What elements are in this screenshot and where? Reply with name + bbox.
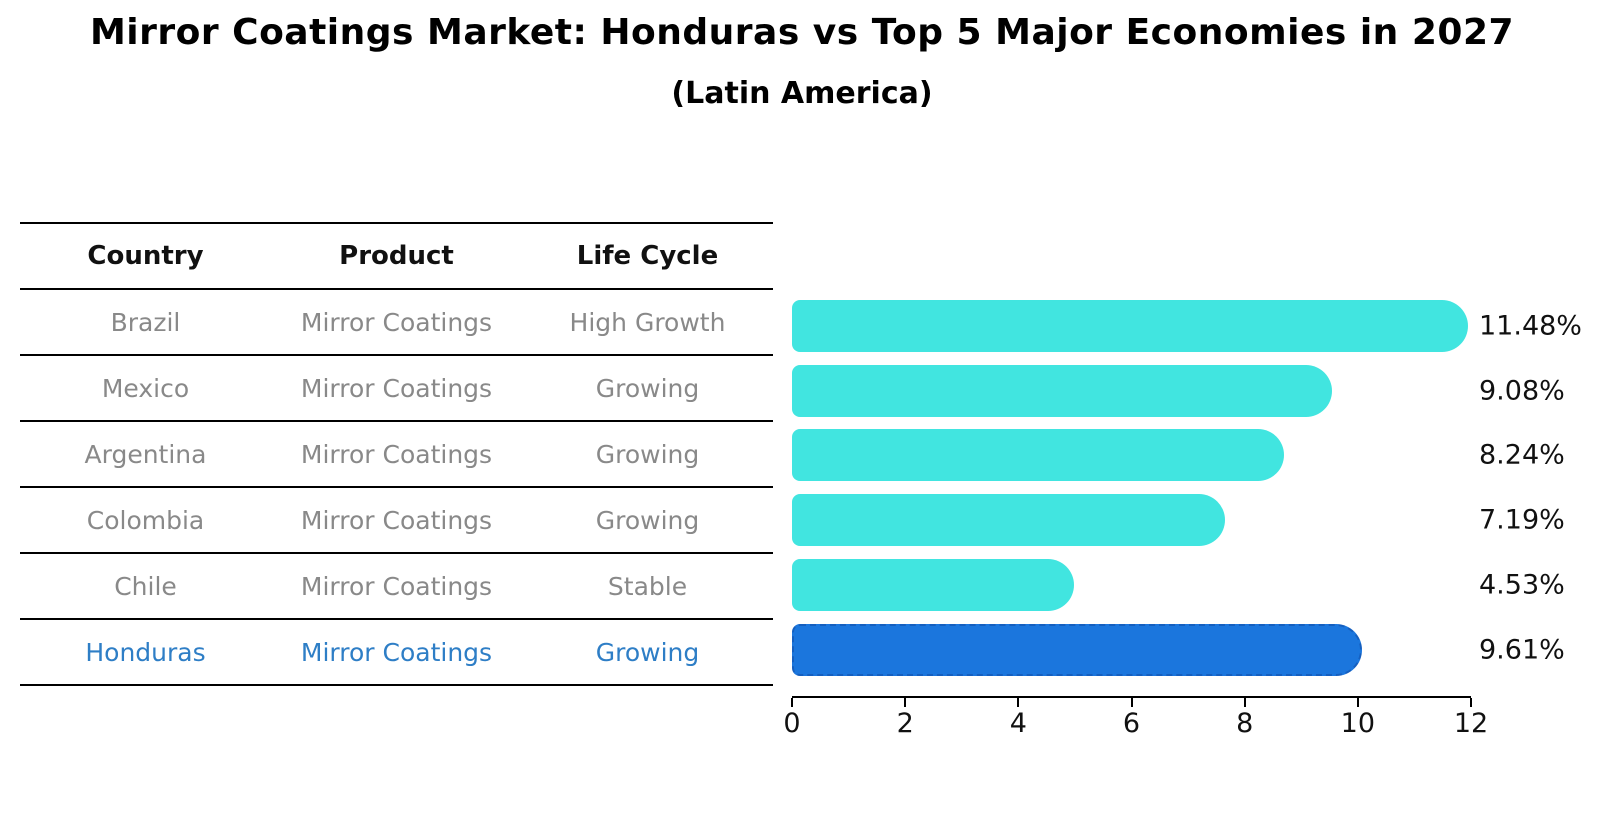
bar-value-label-argentina: 8.24% <box>1479 439 1565 471</box>
x-tick-mark-0 <box>791 698 793 707</box>
x-tick-mark-4 <box>1017 698 1020 707</box>
chart-subtitle: (Latin America) <box>671 76 933 111</box>
bar-value-label-honduras: 9.61% <box>1479 634 1565 665</box>
x-tick-label-10: 10 <box>1340 708 1375 739</box>
bar-colombia <box>792 494 1225 547</box>
table-row-colombia: Colombia Mirror Coatings Growing <box>20 488 773 554</box>
chart-title: Mirror Coatings Market: Honduras vs Top … <box>89 12 1515 53</box>
x-tick-label-0: 0 <box>783 708 801 739</box>
table-header-life-cycle: Life Cycle <box>576 241 719 271</box>
table-row-honduras: Honduras Mirror Coatings Growing <box>20 620 773 686</box>
x-tick-label-8: 8 <box>1236 708 1254 739</box>
bar-brazil <box>792 300 1468 352</box>
table-cell-life-cycle: Growing <box>595 439 700 469</box>
x-tick-label-4: 4 <box>1009 708 1027 739</box>
table-cell-life-cycle: Stable <box>607 571 688 601</box>
table-cell-country: Argentina <box>84 439 207 469</box>
bar-value-label-colombia: 7.19% <box>1479 504 1565 536</box>
country-info-table: Country Product Life Cycle Brazil Mirror Coa… <box>20 222 773 686</box>
bar-honduras <box>792 623 1362 676</box>
table-row-mexico: Mexico Mirror Coatings Growing <box>20 356 773 422</box>
table-cell-product: Mirror Coatings <box>300 439 493 469</box>
table-row-chile: Chile Mirror Coatings Stable <box>20 554 773 620</box>
x-tick-mark-8 <box>1243 698 1246 707</box>
table-cell-product: Mirror Coatings <box>300 637 493 667</box>
table-cell-product: Mirror Coatings <box>300 505 493 535</box>
x-tick-mark-10 <box>1356 698 1359 707</box>
table-row-brazil: Brazil Mirror Coatings High Growth <box>20 290 773 356</box>
table-header-country: Country <box>87 241 204 271</box>
table-cell-life-cycle: High Growth <box>569 307 726 337</box>
x-tick-label-2: 2 <box>896 708 914 739</box>
bar-value-label-brazil: 11.48% <box>1479 310 1582 342</box>
x-tick-mark-2 <box>904 698 907 707</box>
table-cell-product: Mirror Coatings <box>300 571 493 601</box>
x-tick-label-12: 12 <box>1453 708 1489 739</box>
bar-mexico <box>792 364 1332 417</box>
table-cell-life-cycle: Growing <box>595 637 700 667</box>
x-tick-mark-6 <box>1130 698 1133 707</box>
table-cell-life-cycle: Growing <box>595 373 700 403</box>
table-cell-country: Colombia <box>86 505 205 535</box>
table-header-product: Product <box>339 241 454 271</box>
x-tick-mark-12 <box>1470 698 1472 707</box>
table-cell-country: Chile <box>114 571 177 601</box>
bar-chile <box>792 558 1075 611</box>
bar-value-label-chile: 4.53% <box>1479 569 1565 601</box>
table-header-row: Country Product Life Cycle <box>20 224 773 290</box>
x-tick-label-6: 6 <box>1122 708 1141 739</box>
table-row-argentina: Argentina Mirror Coatings Growing <box>20 422 773 488</box>
table-cell-country: Honduras <box>85 637 206 667</box>
bar-value-label-mexico: 9.08% <box>1479 375 1565 407</box>
table-cell-life-cycle: Growing <box>595 505 700 535</box>
table-cell-country: Brazil <box>110 307 181 337</box>
table-cell-product: Mirror Coatings <box>300 307 493 337</box>
x-axis-line <box>792 696 1471 698</box>
table-cell-country: Mexico <box>101 373 190 403</box>
bar-argentina <box>792 429 1285 482</box>
table-cell-product: Mirror Coatings <box>300 373 493 403</box>
